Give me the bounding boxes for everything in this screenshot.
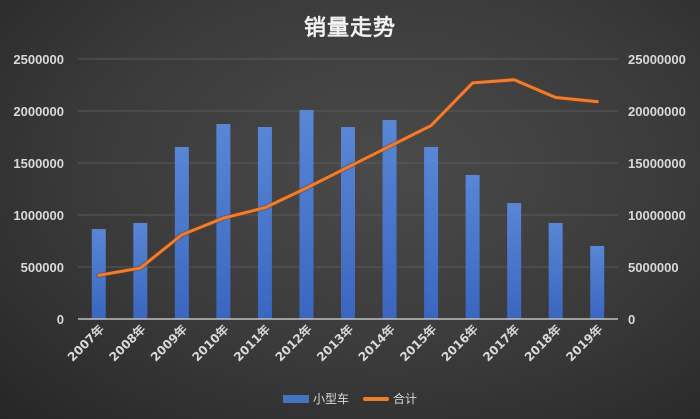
- y-left-tick: 0: [57, 312, 64, 327]
- y-right-tick: 5000000: [628, 260, 679, 275]
- bar[interactable]: [507, 203, 522, 319]
- legend: 小型车 合计: [0, 390, 700, 407]
- x-tick: 2011年: [230, 322, 273, 365]
- x-tick: 2010年: [189, 322, 232, 365]
- y-right-tick: 20000000: [628, 104, 686, 119]
- bar[interactable]: [341, 127, 355, 320]
- x-tick: 2008年: [106, 322, 149, 365]
- legend-item-total[interactable]: 合计: [363, 390, 417, 407]
- bar[interactable]: [424, 146, 439, 319]
- legend-item-small-car[interactable]: 小型车: [282, 390, 349, 407]
- x-tick: 2014年: [355, 322, 398, 365]
- bar[interactable]: [548, 223, 563, 319]
- legend-bar-swatch: [282, 394, 309, 403]
- bar[interactable]: [216, 124, 231, 319]
- x-tick: 2012年: [272, 322, 315, 365]
- y-right-tick: 25000000: [628, 52, 686, 67]
- bar[interactable]: [299, 109, 314, 320]
- x-tick: 2009年: [147, 322, 190, 365]
- x-tick: 2018年: [521, 322, 564, 365]
- x-tick: 2016年: [438, 322, 481, 365]
- legend-label: 合计: [393, 392, 418, 406]
- y-left-tick: 1500000: [13, 156, 64, 171]
- legend-label: 小型车: [312, 392, 349, 406]
- bar[interactable]: [133, 223, 148, 319]
- bar[interactable]: [382, 120, 397, 319]
- x-tick: 2017年: [480, 322, 523, 365]
- y-left-tick: 2000000: [13, 104, 64, 119]
- legend-line-swatch: [363, 396, 389, 401]
- y-left-tick: 500000: [21, 260, 64, 275]
- x-tick: 2007年: [64, 322, 107, 365]
- y-right-tick: 0: [628, 312, 635, 327]
- chart-title: 销量走势: [303, 16, 396, 41]
- x-tick: 2013年: [313, 322, 356, 365]
- y-right-tick: 10000000: [628, 208, 686, 223]
- total-line[interactable]: [97, 78, 599, 277]
- y-left-tick: 1000000: [13, 208, 64, 223]
- bar[interactable]: [257, 127, 272, 320]
- y-right-tick: 15000000: [628, 156, 686, 171]
- y-left-tick: 2500000: [13, 52, 64, 67]
- x-tick: 2015年: [396, 322, 439, 365]
- bar[interactable]: [590, 245, 605, 319]
- x-tick: 2019年: [563, 322, 606, 365]
- bar[interactable]: [465, 174, 480, 319]
